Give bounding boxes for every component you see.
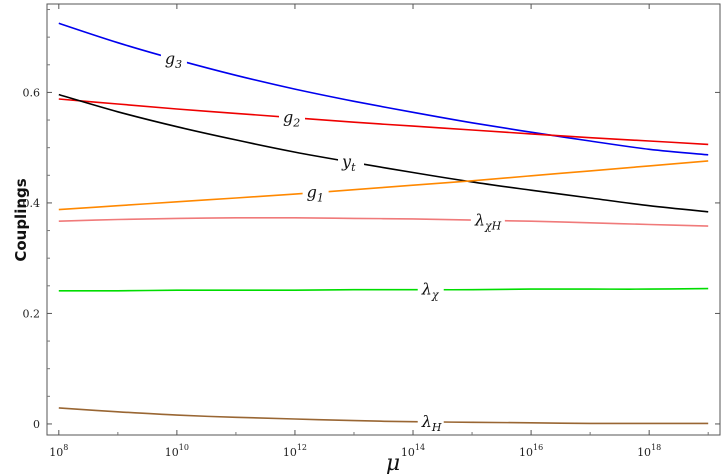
label-background <box>160 49 187 68</box>
label-background <box>302 183 329 202</box>
y-tick-label: 0.4 <box>23 197 41 210</box>
plot-frame <box>46 3 721 436</box>
series-line-g3 <box>58 22 709 156</box>
y-tick-label: 0 <box>33 418 40 431</box>
x-axis-title: μ <box>386 451 400 474</box>
x-tick-label: 1012 <box>283 443 307 459</box>
label-background <box>338 153 365 172</box>
y-axis-title: Couplings <box>12 178 30 261</box>
x-tick-label: 108 <box>49 443 68 459</box>
series-line-g2 <box>58 98 709 146</box>
series-line-yt <box>58 93 709 213</box>
x-tick-label: 1016 <box>519 443 543 459</box>
y-axis: 0 0.2 0.4 0.6 <box>23 9 720 431</box>
x-axis: 108 1010 1012 1014 1016 1018 <box>49 4 709 459</box>
series-line-λH <box>58 407 709 425</box>
series-line-λχ <box>58 287 709 292</box>
y-tick-label: 0.6 <box>23 86 41 99</box>
label-background <box>417 280 444 299</box>
label-background <box>417 412 444 431</box>
x-tick-label: 1010 <box>165 443 189 459</box>
label-background <box>278 108 305 127</box>
y-tick-label: 0.2 <box>23 307 41 320</box>
series-line-g1 <box>58 160 709 211</box>
plot-curves <box>58 22 709 425</box>
x-tick-label: 1014 <box>401 443 425 459</box>
x-tick-label: 1018 <box>637 443 661 459</box>
series-line-λχH <box>58 217 709 227</box>
label-background <box>470 211 505 230</box>
